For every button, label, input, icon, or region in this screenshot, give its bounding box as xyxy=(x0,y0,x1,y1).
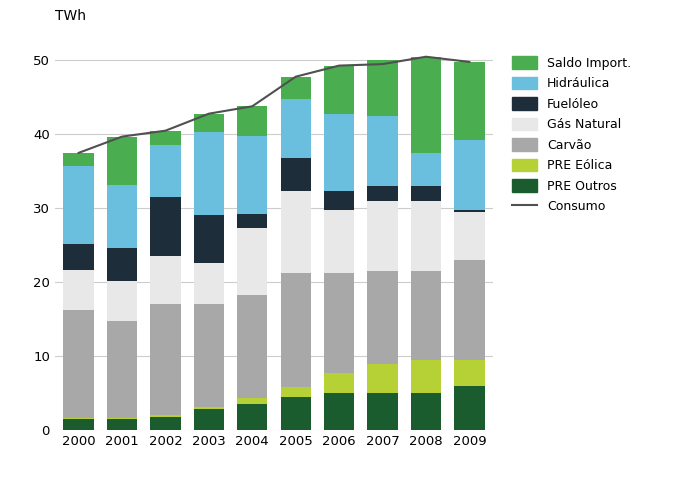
Bar xyxy=(237,398,267,404)
Bar xyxy=(150,145,181,197)
Bar xyxy=(411,271,441,360)
Bar xyxy=(367,364,398,393)
Bar xyxy=(454,62,484,140)
Bar xyxy=(64,244,94,270)
Bar xyxy=(367,116,398,186)
Bar xyxy=(107,322,137,418)
Bar xyxy=(454,386,484,430)
Bar xyxy=(194,410,224,430)
Bar xyxy=(454,260,484,360)
Bar xyxy=(324,114,354,191)
Bar xyxy=(281,397,311,430)
Bar xyxy=(454,210,484,212)
Bar xyxy=(411,360,441,393)
Bar xyxy=(107,281,137,322)
Bar xyxy=(150,197,181,256)
Bar xyxy=(237,106,267,136)
Bar xyxy=(64,418,94,419)
Legend: Saldo Import., Hidráulica, Fuelóleo, Gás Natural, Carvão, PRE Eólica, PRE Outros: Saldo Import., Hidráulica, Fuelóleo, Gás… xyxy=(508,52,635,217)
Bar xyxy=(281,272,311,387)
Bar xyxy=(150,415,181,417)
Bar xyxy=(411,153,441,186)
Bar xyxy=(107,419,137,430)
Bar xyxy=(367,60,398,116)
Bar xyxy=(237,214,267,228)
Bar xyxy=(237,295,267,398)
Bar xyxy=(64,270,94,310)
Bar xyxy=(411,201,441,271)
Bar xyxy=(107,418,137,419)
Bar xyxy=(367,201,398,271)
Bar xyxy=(454,212,484,260)
Bar xyxy=(150,256,181,304)
Bar xyxy=(107,185,137,248)
Bar xyxy=(367,271,398,364)
Bar xyxy=(367,393,398,430)
Bar xyxy=(107,137,137,185)
Bar xyxy=(194,114,224,132)
Bar xyxy=(454,140,484,210)
Bar xyxy=(281,76,311,99)
Bar xyxy=(411,393,441,430)
Bar xyxy=(64,153,94,166)
Bar xyxy=(237,136,267,214)
Bar xyxy=(107,248,137,281)
Text: TWh: TWh xyxy=(55,9,86,22)
Bar xyxy=(281,191,311,272)
Bar xyxy=(150,130,181,145)
Bar xyxy=(324,393,354,430)
Bar xyxy=(194,407,224,410)
Bar xyxy=(194,304,224,407)
Bar xyxy=(194,263,224,304)
Bar xyxy=(324,372,354,393)
Bar xyxy=(281,158,311,191)
Bar xyxy=(454,360,484,386)
Bar xyxy=(64,310,94,418)
Bar xyxy=(281,99,311,158)
Bar xyxy=(324,191,354,210)
Bar xyxy=(367,186,398,201)
Bar xyxy=(194,215,224,263)
Bar xyxy=(237,228,267,295)
Bar xyxy=(324,272,354,372)
Bar xyxy=(194,132,224,215)
Bar xyxy=(64,166,94,244)
Bar xyxy=(411,186,441,201)
Bar xyxy=(281,387,311,397)
Bar xyxy=(64,419,94,430)
Bar xyxy=(237,404,267,430)
Bar xyxy=(150,417,181,430)
Bar xyxy=(150,304,181,415)
Bar xyxy=(411,57,441,153)
Bar xyxy=(324,210,354,272)
Bar xyxy=(324,65,354,114)
